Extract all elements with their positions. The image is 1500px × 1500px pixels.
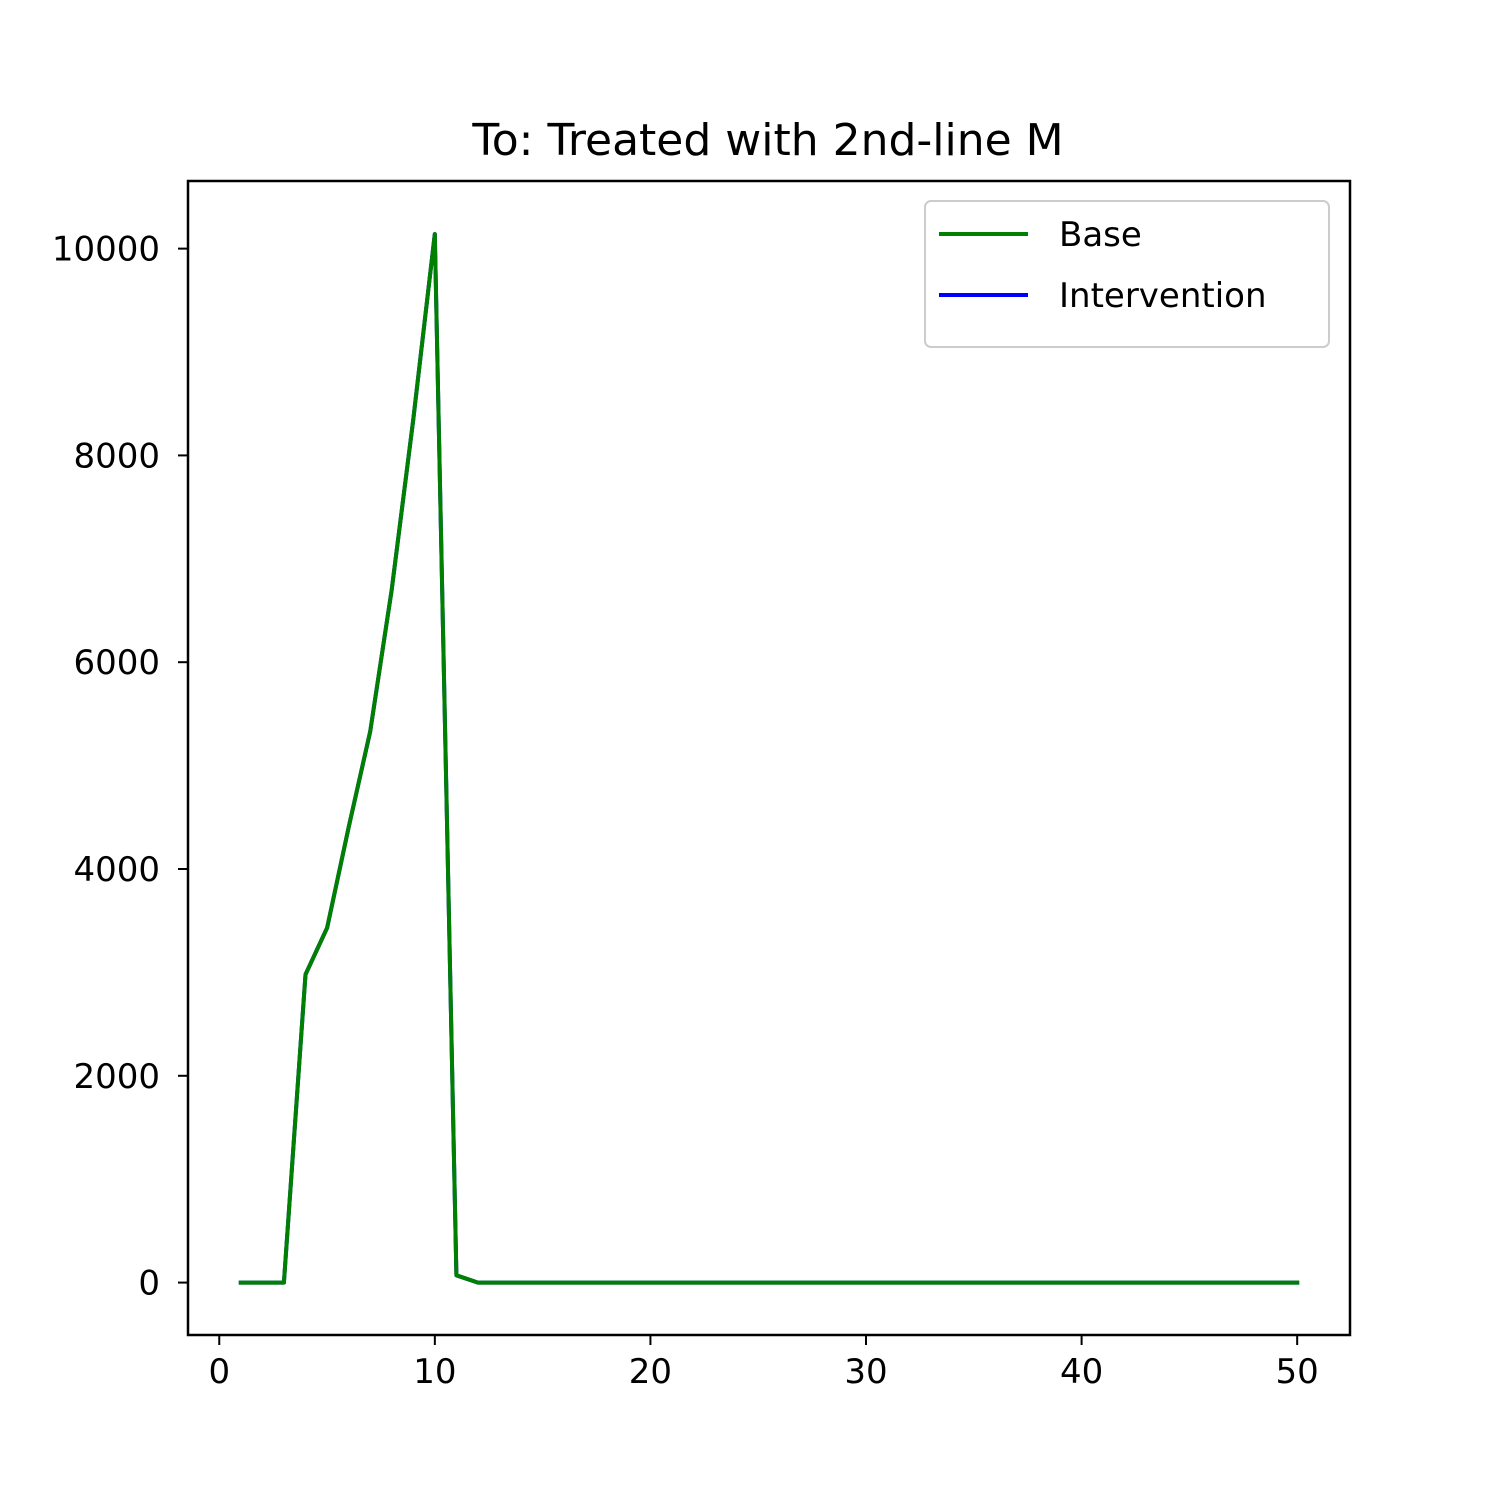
y-tick-label: 6000 bbox=[73, 643, 160, 683]
y-tick-label: 10000 bbox=[52, 230, 160, 270]
legend-label-base: Base bbox=[1059, 215, 1142, 255]
chart-title: To: Treated with 2nd-line M bbox=[471, 115, 1063, 166]
x-tick-label: 10 bbox=[413, 1352, 456, 1392]
x-tick-label: 30 bbox=[844, 1352, 887, 1392]
legend-box bbox=[924, 200, 1330, 348]
x-tick-label: 40 bbox=[1060, 1352, 1103, 1392]
y-tick-label: 4000 bbox=[73, 850, 160, 890]
plot-area bbox=[238, 232, 1300, 1285]
series-line-base bbox=[238, 232, 1300, 1285]
axes-frame bbox=[186, 179, 1352, 1337]
x-tick-label: 20 bbox=[629, 1352, 672, 1392]
y-tick-label: 2000 bbox=[73, 1057, 160, 1097]
x-tick-label: 50 bbox=[1276, 1352, 1319, 1392]
legend: Base Intervention bbox=[924, 200, 1330, 348]
x-axis: 0 10 20 30 40 50 bbox=[208, 1335, 1319, 1392]
legend-label-intervention: Intervention bbox=[1059, 276, 1267, 316]
y-tick-label: 8000 bbox=[73, 436, 160, 476]
y-tick-label: 0 bbox=[138, 1264, 160, 1304]
y-axis: 0 2000 4000 6000 8000 10000 bbox=[52, 230, 188, 1304]
x-tick-label: 0 bbox=[208, 1352, 230, 1392]
